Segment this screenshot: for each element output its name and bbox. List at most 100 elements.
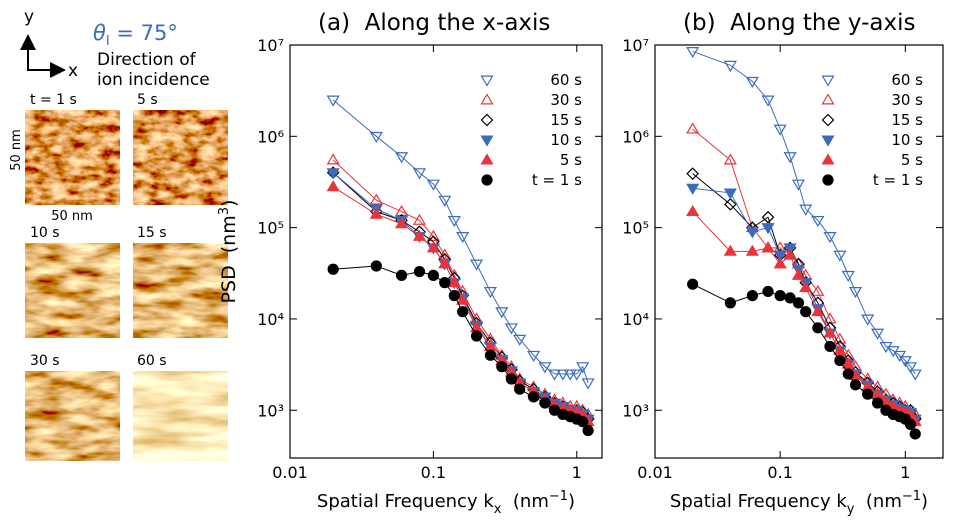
image-label: 30 s (30, 353, 60, 369)
x-tick-label: 0.1 (421, 463, 446, 482)
afm-image (133, 371, 228, 461)
data-point (369, 207, 383, 219)
data-point (791, 268, 806, 280)
afm-image (133, 110, 228, 205)
x-axis-label-part: Spatial Frequency k (317, 491, 494, 512)
y-tick-label: 10³ (622, 401, 649, 420)
axis-y: y (24, 7, 34, 27)
data-point (908, 369, 922, 381)
data-point (824, 340, 836, 353)
data-point (834, 354, 846, 367)
x-axis-label-part: (nm (501, 491, 548, 512)
legend-label: 5 s (560, 151, 582, 169)
data-point (833, 343, 847, 356)
data-point (762, 285, 774, 298)
legend-label: 15 s (891, 111, 923, 129)
y-tick-label: 10⁴ (622, 310, 649, 329)
data-point (811, 284, 825, 296)
legend-marker (480, 135, 494, 147)
data-point (903, 362, 918, 374)
data-point (783, 152, 797, 164)
data-point (369, 131, 383, 143)
image-label: t = 1 s (30, 92, 77, 108)
data-point (326, 180, 340, 192)
data-point (812, 322, 824, 334)
data-point (687, 278, 699, 290)
data-point (799, 204, 813, 216)
data-point (527, 350, 541, 362)
data-point (456, 293, 470, 305)
data-point (426, 241, 440, 253)
legend-label: t = 1 s (873, 171, 923, 189)
data-point (527, 391, 540, 403)
data-point (576, 362, 590, 374)
x-axis-label-part: −1 (902, 489, 921, 504)
data-point (761, 241, 775, 253)
angle: θI = 75° (93, 21, 178, 49)
data-point (447, 275, 461, 288)
x-axis-label-part: (nm (854, 491, 901, 512)
data-point (841, 270, 855, 283)
y-tick-label: 10⁴ (257, 310, 284, 329)
data-point (746, 290, 758, 302)
data-point (849, 379, 862, 391)
angle-symbol: θ (93, 21, 106, 45)
y-tick-label: 10⁷ (622, 36, 649, 55)
data-point (426, 179, 440, 191)
plot-frame (289, 44, 603, 459)
data-point (862, 388, 874, 400)
data-point (761, 95, 775, 107)
data-point (783, 248, 797, 260)
data-point (514, 383, 526, 395)
data-point (841, 357, 855, 369)
series-line (332, 99, 589, 383)
y-axis-label-part: PSD (nm (218, 215, 240, 303)
data-point (395, 217, 409, 229)
data-point (326, 95, 340, 107)
data-point (773, 250, 787, 262)
data-point (871, 397, 884, 409)
data-point (496, 361, 508, 373)
legend-marker (821, 135, 835, 147)
y-tick-label: 10⁵ (257, 219, 284, 238)
y-tick-label: 10⁶ (257, 127, 284, 146)
data-point (513, 334, 527, 346)
angle-value: = 75° (110, 21, 178, 45)
afm-image (25, 243, 120, 338)
data-point (427, 269, 439, 281)
data-point (833, 250, 847, 262)
image-label: 60 s (137, 353, 167, 369)
image-label: 10 s (30, 225, 60, 241)
legend-label: 10 s (891, 131, 923, 149)
data-point (861, 314, 875, 326)
data-point (723, 244, 737, 256)
data-point (745, 244, 759, 256)
x-tick-label: 1 (572, 463, 582, 482)
chart-title: (b) Along the y-axis (683, 10, 916, 36)
y-axis-label-part: ) (218, 200, 240, 207)
data-point (469, 259, 484, 271)
series-line (332, 159, 589, 415)
plot-frame (654, 44, 944, 459)
data-point (370, 260, 382, 272)
data-point (426, 229, 440, 241)
data-point (724, 197, 737, 211)
legend-label: 60 s (550, 71, 582, 89)
data-point (539, 397, 551, 409)
data-point (823, 232, 837, 244)
data-point (893, 350, 907, 362)
data-point (448, 290, 460, 302)
x-tick-label: 0.01 (637, 463, 673, 482)
data-point (504, 323, 518, 335)
x-axis-label-part: ) (568, 491, 575, 512)
data-point (686, 183, 700, 195)
data-point (556, 369, 570, 381)
afm-image (133, 243, 228, 338)
x-axis-label: Spatial Frequency ky (nm−1) (670, 489, 928, 517)
x-axis-label-part: y (847, 502, 855, 517)
data-point (784, 292, 796, 304)
x-axis-label-part: x (494, 502, 502, 517)
legend-marker (821, 75, 835, 87)
image-label: 15 s (137, 225, 167, 241)
data-point (909, 428, 921, 440)
